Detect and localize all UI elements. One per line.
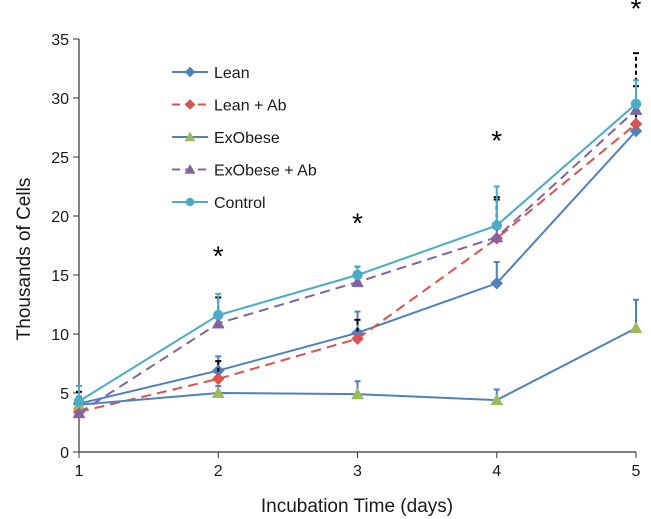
y-tick-label: 30 xyxy=(51,91,69,108)
data-point xyxy=(351,387,364,400)
y-tick-label: 10 xyxy=(51,327,69,344)
data-point xyxy=(491,220,502,231)
legend: Lean Lean + Ab ExObese ExObese + Ab Control xyxy=(172,65,317,212)
series-line xyxy=(78,109,637,414)
legend-marker xyxy=(184,131,196,142)
data-point xyxy=(490,276,504,290)
legend-label: Lean xyxy=(214,65,250,82)
y-tick-label: 5 xyxy=(60,386,69,403)
legend-item: ExObese + Ab xyxy=(172,163,317,180)
significance-marker: * xyxy=(631,0,642,24)
significance-marker: * xyxy=(213,241,224,272)
data-point xyxy=(211,316,225,329)
legend-item: Control xyxy=(172,195,266,212)
legend-marker xyxy=(184,163,196,174)
series-line xyxy=(78,103,637,403)
data-point xyxy=(213,309,224,321)
data-point xyxy=(352,269,363,281)
y-axis-title: Thousands of Cells xyxy=(14,178,35,341)
legend-label: ExObese xyxy=(214,130,280,147)
significance-marker: * xyxy=(352,208,363,239)
legend-marker xyxy=(184,66,196,78)
y-tick-label: 0 xyxy=(60,445,69,462)
data-point xyxy=(629,124,643,138)
significance-marker: * xyxy=(491,125,502,156)
y-tick-label: 25 xyxy=(51,150,69,167)
data-point xyxy=(211,386,225,399)
data-point xyxy=(73,396,85,407)
x-axis-title: Incubation Time (days) xyxy=(261,496,453,517)
data-point xyxy=(490,230,504,243)
series-control xyxy=(73,79,642,407)
x-tick-label: 1 xyxy=(75,463,84,480)
legend-item: Lean + Ab xyxy=(172,98,287,115)
axes: 0 5 10 15 20 25 30 35 1 2 3 4 5 xyxy=(51,32,640,480)
series-layer xyxy=(72,52,643,419)
data-point xyxy=(72,406,86,419)
data-point xyxy=(211,372,225,386)
data-point xyxy=(629,103,643,115)
legend-item: ExObese xyxy=(172,130,280,147)
legend-label: Control xyxy=(214,195,266,212)
legend-item: Lean xyxy=(172,65,250,82)
legend-marker xyxy=(184,99,196,110)
y-tick-label: 15 xyxy=(51,268,69,285)
x-tick-label: 4 xyxy=(492,463,501,480)
series-lean xyxy=(72,100,643,410)
y-tick-label: 35 xyxy=(51,32,69,49)
data-point xyxy=(351,332,364,346)
legend-marker xyxy=(185,197,195,207)
legend-label: Lean + Ab xyxy=(214,98,287,115)
y-tick-label: 20 xyxy=(51,209,69,226)
annotation-layer: * * * * xyxy=(213,0,642,272)
data-point xyxy=(490,393,504,406)
data-point xyxy=(351,275,364,288)
x-tick-label: 5 xyxy=(632,463,641,480)
data-point xyxy=(629,117,643,131)
x-tick-label: 2 xyxy=(214,463,223,480)
x-tick-label: 3 xyxy=(353,463,362,480)
legend-label: ExObese + Ab xyxy=(214,163,317,180)
data-point xyxy=(630,98,642,110)
data-point xyxy=(629,321,643,334)
